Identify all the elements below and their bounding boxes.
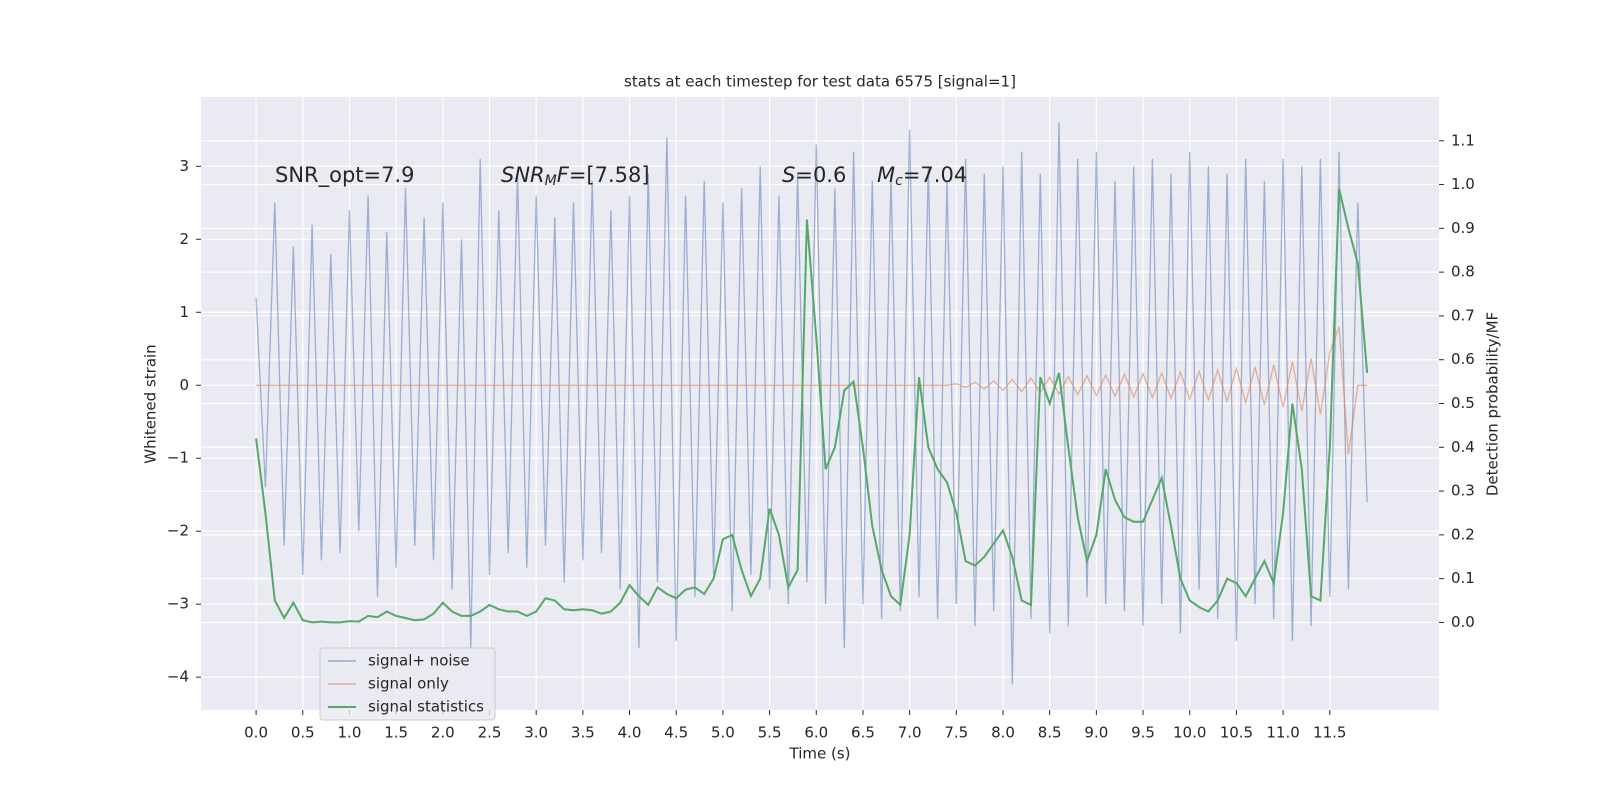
annotation-part: S: [782, 163, 795, 187]
y2-axis-label: Detection probability/MF: [1484, 312, 1502, 496]
annotation-part: =7.04: [903, 163, 967, 187]
y2-tick-label: 0.3: [1451, 482, 1475, 500]
y2-tick-label: 0.9: [1451, 219, 1475, 237]
y-axis-label: Whitened strain: [142, 344, 160, 463]
annotation-part: SNR: [501, 163, 545, 187]
x-tick-label: 6.5: [851, 724, 875, 742]
x-tick-label: 9.5: [1131, 724, 1155, 742]
y2-tick-label: 0.0: [1451, 613, 1475, 631]
legend-label: signal statistics: [368, 698, 484, 716]
y-tick-label: 1: [179, 303, 189, 321]
x-tick-label: 8.5: [1038, 724, 1062, 742]
y2-tick-label: 0.5: [1451, 394, 1475, 412]
y2-tick-label: 0.1: [1451, 569, 1475, 587]
x-tick-label: 1.0: [338, 724, 362, 742]
y2-tick-label: 0.7: [1451, 306, 1475, 324]
x-tick-label: 5.0: [711, 724, 735, 742]
series-line: [256, 326, 1368, 455]
y-tick-label: −1: [167, 449, 189, 467]
x-tick-label: 7.0: [898, 724, 922, 742]
y2-tick-label: 0.2: [1451, 525, 1475, 543]
annotation: SNR_opt=7.9: [275, 163, 415, 188]
y2-tick-label: 0.6: [1451, 350, 1475, 368]
y2-tick-label: 0.4: [1451, 438, 1475, 456]
chart-title: stats at each timestep for test data 657…: [624, 73, 1016, 91]
annotation-part: M: [877, 163, 895, 187]
marks: [255, 122, 1369, 685]
y-tick-label: −4: [167, 668, 189, 686]
x-tick-label: 9.0: [1084, 724, 1108, 742]
x-tick-label: 10.5: [1220, 724, 1253, 742]
y-tick-label: −2: [167, 522, 189, 540]
x-tick-label: 4.0: [618, 724, 642, 742]
x-tick-label: 8.0: [991, 724, 1015, 742]
x-tick-label: 11.5: [1313, 724, 1346, 742]
x-tick-label: 7.5: [944, 724, 968, 742]
y-tick-label: 2: [179, 230, 189, 248]
series-line: [255, 122, 1368, 685]
x-tick-label: 2.5: [478, 724, 502, 742]
annotation: S=0.6: [782, 163, 846, 187]
x-tick-label: 4.5: [664, 724, 688, 742]
legend-box: [319, 647, 496, 721]
x-tick-label: 1.5: [384, 724, 408, 742]
annotation: SNRMF=[7.58]: [501, 163, 650, 189]
annotation-part: SNR_opt=7.9: [275, 163, 415, 188]
y2-tick-label: 0.8: [1451, 263, 1475, 281]
y2-tick-label: 1.0: [1451, 175, 1475, 193]
x-tick-label: 2.0: [431, 724, 455, 742]
x-tick-label: 5.5: [758, 724, 782, 742]
x-tick-label: 10.0: [1173, 724, 1206, 742]
legend-label: signal+ noise: [368, 652, 470, 670]
x-tick-label: 3.0: [524, 724, 548, 742]
series-line: [255, 188, 1369, 624]
y-tick-label: 0: [179, 376, 189, 394]
y2-tick-label: 1.1: [1451, 131, 1475, 149]
x-tick-label: 11.0: [1266, 724, 1299, 742]
x-axis-label: Time (s): [789, 745, 851, 763]
legend: signal+ noise signal only signal statistic…: [319, 647, 496, 721]
annotation-part: =0.6: [795, 163, 846, 187]
legend-label: signal only: [368, 675, 449, 693]
x-tick-label: 0.5: [291, 724, 315, 742]
y-tick-label: −3: [167, 595, 189, 613]
annotation-part: =[7.58]: [569, 163, 650, 187]
x-tick-label: 0.0: [244, 724, 268, 742]
x-tick-label: 6.0: [804, 724, 828, 742]
annotation-part: F: [557, 163, 570, 187]
annotation: Mc=7.04: [877, 163, 967, 189]
y-tick-label: 3: [179, 157, 189, 175]
annotation-part: c: [895, 173, 903, 189]
annotation-part: M: [545, 173, 557, 189]
x-tick-label: 3.5: [571, 724, 595, 742]
labels: stats at each timestep for test data 657…: [142, 73, 1502, 763]
